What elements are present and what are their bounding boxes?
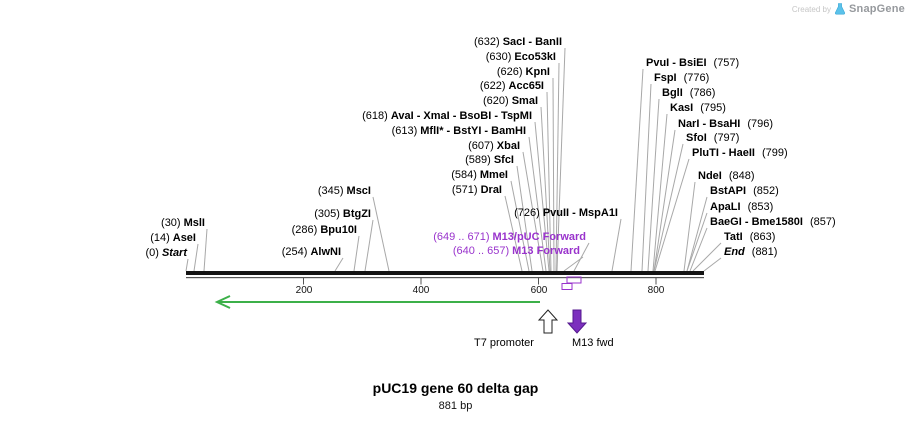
leader-line [203,228,208,272]
site-label[interactable]: (726) PvuII - MspA1I [514,207,618,219]
site-label[interactable]: PluTI - HaeII (799) [692,147,788,159]
site-label[interactable]: (14) AseI [150,232,196,244]
site-label[interactable]: (305) BtgZI [314,208,371,220]
leader-line [534,121,550,272]
leader-lines [185,47,722,272]
leader-line [552,77,555,272]
leader-line [504,195,523,272]
site-label[interactable]: BstAPI (852) [710,185,779,197]
primer-label[interactable]: (640 .. 657) M13 Forward [452,245,580,257]
site-label[interactable]: (589) SfcI [465,154,514,166]
site-label[interactable]: (584) MmeI [451,169,508,181]
leader-line [611,218,622,272]
ruler-number: 200 [295,285,313,296]
leader-line [540,106,551,272]
leader-line [653,129,676,272]
gene-arrow[interactable] [214,295,540,309]
m13-fwd-label[interactable]: M13 fwd [572,337,614,349]
leader-line [563,256,584,272]
snapgene-brand-text: SnapGene [848,3,905,15]
site-label[interactable]: (607) XbaI [468,140,520,152]
site-label[interactable]: PvuI - BsiEI (757) [646,57,740,69]
leader-line [692,242,722,272]
primer-region-box[interactable] [561,283,573,290]
ruler-number: 800 [647,285,665,296]
leader-line [630,68,644,272]
ruler-line [186,277,704,279]
leader-line [653,143,684,272]
site-label[interactable]: (345) MscI [317,185,371,197]
leader-line [647,98,660,272]
leader-line [703,257,722,272]
site-label[interactable]: (622) Acc65I [479,80,544,92]
ruler-number: 400 [412,285,430,296]
leader-line [686,196,708,272]
ruler-number: 600 [530,285,548,296]
leader-line [683,181,696,272]
start-label: (0) Start [145,247,187,259]
site-label[interactable]: BglI (786) [662,87,716,99]
leader-line [555,62,560,272]
leader-line [556,47,566,272]
end-label: End (881) [724,246,778,258]
leader-line [686,212,708,272]
site-label[interactable]: (254) AlwNI [281,246,341,258]
leader-line [573,242,590,272]
site-label[interactable]: (620) SmaI [483,95,538,107]
leader-line [364,219,374,272]
site-label[interactable]: SfoI (797) [686,132,740,144]
leader-line [652,113,668,272]
site-label[interactable]: KasI (795) [670,102,726,114]
site-label[interactable]: NdeI (848) [698,170,755,182]
leader-line [334,257,344,272]
leader-line [510,180,530,272]
leader-line [193,243,199,272]
leader-line [185,258,189,272]
site-label[interactable]: NarI - BsaHI (796) [678,118,774,130]
t7-promoter-label[interactable]: T7 promoter [474,337,534,349]
m13-fwd-arrow[interactable] [566,309,588,334]
snapgene-badge: Created by SnapGene [792,3,905,15]
leader-line [689,227,708,272]
site-label[interactable]: (286) Bpu10I [291,224,357,236]
sequence-backbone[interactable] [186,271,704,275]
created-by-text: Created by [791,4,831,14]
site-label[interactable]: TatI (863) [724,231,776,243]
site-label[interactable]: (30) MslI [161,217,205,229]
leader-line [372,196,390,272]
leader-line [528,136,547,272]
map-title: pUC19 gene 60 delta gap [372,380,539,396]
site-label[interactable]: (613) MflI* - BstYI - BamHI [391,125,526,137]
site-label[interactable]: BaeGI - Bme1580I (857) [710,216,836,228]
map-length: 881 bp [438,400,473,412]
site-label[interactable]: ApaLI (853) [710,201,774,213]
site-label[interactable]: (630) Eco53kI [485,51,556,63]
leader-line [641,83,652,272]
t7-promoter-arrow[interactable] [537,309,559,334]
site-label[interactable]: (571) DraI [451,184,502,196]
leader-line [516,165,533,272]
leader-line [522,151,544,272]
primer-region-box[interactable] [566,276,582,284]
leader-line [654,158,690,272]
site-label[interactable]: FspI (776) [654,72,710,84]
site-label[interactable]: (626) KpnI [496,66,550,78]
site-label[interactable]: (618) AvaI - XmaI - BsoBI - TspMI [362,110,532,122]
leader-line [353,235,360,272]
primer-label[interactable]: (649 .. 671) M13/pUC Forward [433,231,586,243]
snapgene-logo-icon [834,3,845,15]
leader-line [546,91,552,272]
site-label[interactable]: (632) SacI - BanII [474,36,562,48]
